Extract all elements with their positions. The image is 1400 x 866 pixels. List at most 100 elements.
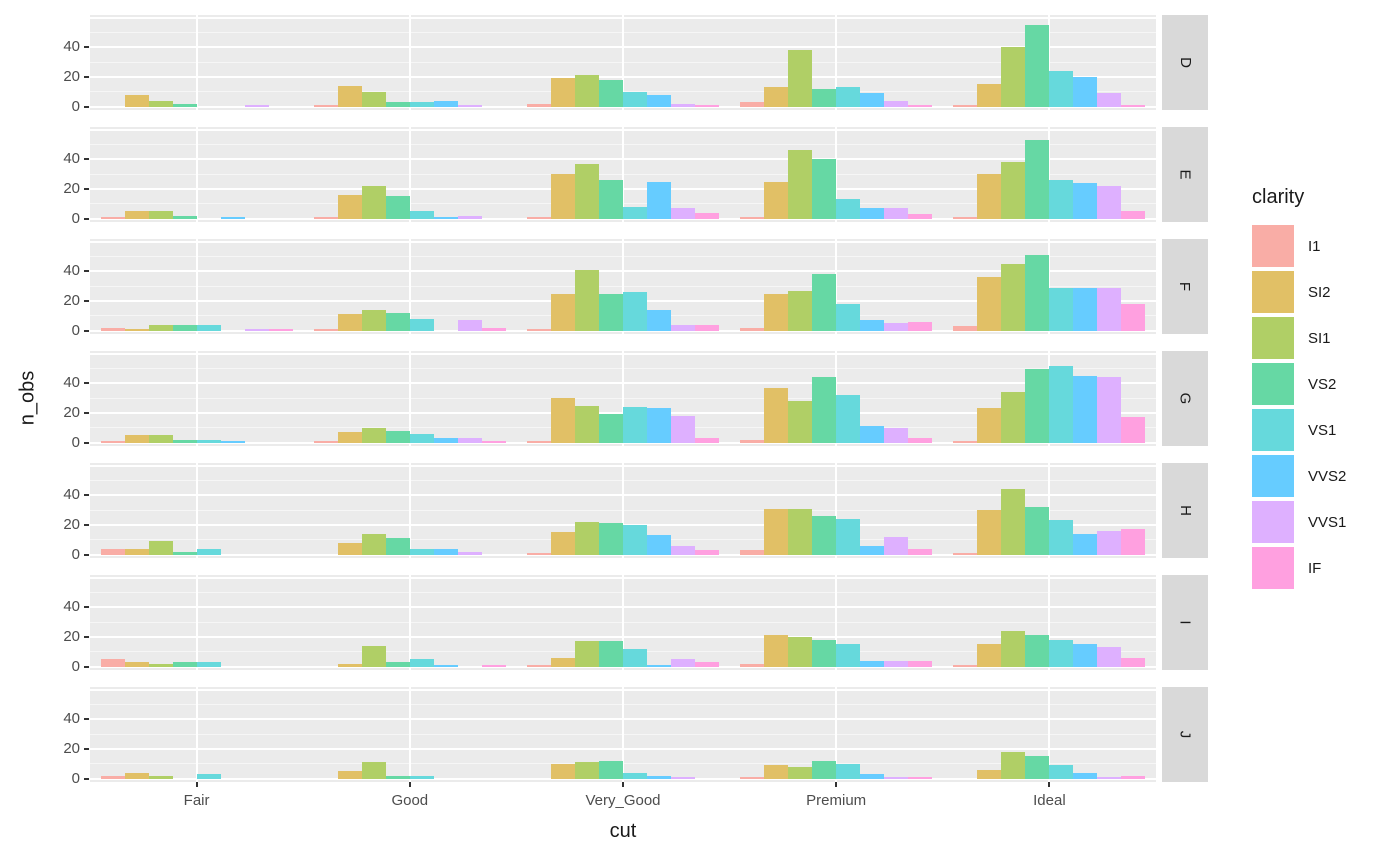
y-tick-mark bbox=[84, 411, 89, 414]
bar-Premium-VVS1 bbox=[884, 100, 909, 107]
bar-Very_Good-VVS1 bbox=[671, 208, 695, 219]
bar-Premium-VS1 bbox=[836, 395, 861, 443]
y-tick-mark bbox=[84, 747, 89, 750]
bar-Ideal-I1 bbox=[953, 326, 978, 331]
bar-Good-SI2 bbox=[337, 771, 362, 779]
y-tick-mark bbox=[84, 523, 89, 526]
bar-Ideal-IF bbox=[1121, 417, 1146, 443]
y-tick-mark bbox=[84, 217, 89, 220]
bar-Very_Good-VS1 bbox=[623, 772, 647, 779]
bar-Very_Good-SI2 bbox=[551, 78, 575, 107]
bar-Fair-SI2 bbox=[124, 662, 149, 667]
bar-Fair-VS1 bbox=[196, 662, 221, 667]
gridline-vertical bbox=[622, 239, 624, 334]
bar-Ideal-I1 bbox=[953, 665, 978, 667]
bar-Ideal-VS2 bbox=[1025, 140, 1050, 219]
legend-label: SI2 bbox=[1308, 283, 1331, 301]
legend-swatch bbox=[1252, 317, 1294, 359]
bar-Good-SI1 bbox=[361, 533, 386, 555]
bar-Ideal-VS1 bbox=[1049, 520, 1074, 555]
y-tick-label: 40 bbox=[63, 38, 80, 56]
bar-Good-SI2 bbox=[337, 663, 362, 667]
bar-Premium-VVS2 bbox=[860, 660, 885, 667]
bar-Very_Good-I1 bbox=[527, 665, 551, 667]
bar-Good-VS1 bbox=[409, 102, 434, 107]
bar-Very_Good-VVS1 bbox=[671, 324, 695, 331]
legend-item-VVS2: VVS2 bbox=[1252, 455, 1400, 497]
gridline-vertical bbox=[195, 15, 198, 110]
bar-Premium-VS2 bbox=[812, 88, 837, 107]
bar-Ideal-SI2 bbox=[977, 84, 1002, 107]
bar-Good-VS1 bbox=[409, 775, 434, 779]
y-tick-mark bbox=[84, 299, 89, 302]
bar-Very_Good-I1 bbox=[527, 441, 551, 443]
legend-item-VS1: VS1 bbox=[1252, 409, 1400, 451]
bar-Good-SI2 bbox=[337, 85, 362, 107]
bar-Premium-I1 bbox=[740, 327, 765, 331]
x-axis-title: cut bbox=[609, 820, 637, 842]
bar-Good-VVS2 bbox=[433, 548, 458, 555]
bar-Very_Good-VVS1 bbox=[671, 659, 695, 667]
bar-Very_Good-VVS2 bbox=[647, 408, 671, 443]
facet-strip-label: H bbox=[1176, 505, 1194, 516]
bar-Ideal-VS1 bbox=[1049, 365, 1074, 443]
legend-swatch bbox=[1252, 409, 1294, 451]
bar-Fair-SI1 bbox=[148, 663, 173, 667]
bar-Very_Good-IF bbox=[695, 105, 719, 107]
bar-Premium-VVS2 bbox=[860, 208, 885, 219]
bar-Ideal-SI2 bbox=[977, 174, 1002, 219]
y-tick-label: 0 bbox=[71, 545, 80, 563]
bar-Very_Good-I1 bbox=[527, 553, 551, 555]
bar-Premium-SI2 bbox=[764, 508, 789, 555]
y-tick-mark bbox=[84, 777, 89, 780]
legend-swatch bbox=[1252, 363, 1294, 405]
bar-Premium-I1 bbox=[740, 102, 765, 107]
bar-Premium-SI2 bbox=[764, 87, 789, 107]
bar-Ideal-VS2 bbox=[1025, 507, 1050, 555]
y-tick-mark bbox=[84, 75, 89, 78]
facet-strip-I: I bbox=[1162, 575, 1208, 670]
bar-Ideal-VS1 bbox=[1049, 639, 1074, 667]
bar-Good-VS2 bbox=[385, 102, 410, 107]
bar-Good-VVS1 bbox=[457, 320, 482, 331]
bar-Fair-SI1 bbox=[148, 435, 173, 443]
y-tick-mark bbox=[84, 606, 89, 609]
bar-Fair-VVS2 bbox=[220, 441, 245, 443]
bar-Very_Good-VS2 bbox=[599, 414, 623, 443]
y-tick-mark bbox=[84, 329, 89, 332]
legend-item-VVS1: VVS1 bbox=[1252, 501, 1400, 543]
bar-Very_Good-VVS2 bbox=[647, 775, 671, 779]
bar-Very_Good-SI1 bbox=[575, 762, 599, 779]
y-tick-label: 20 bbox=[63, 627, 80, 645]
bar-Very_Good-VVS2 bbox=[647, 665, 671, 667]
bar-Good-VS2 bbox=[385, 662, 410, 667]
bar-Ideal-IF bbox=[1121, 775, 1146, 779]
bar-Ideal-VS1 bbox=[1049, 180, 1074, 219]
facet-strip-label: G bbox=[1176, 392, 1194, 405]
legend-swatch bbox=[1252, 547, 1294, 589]
bar-Very_Good-VVS2 bbox=[647, 94, 671, 107]
bar-Ideal-IF bbox=[1121, 657, 1146, 667]
legend-label: VVS1 bbox=[1308, 513, 1347, 531]
y-tick-mark bbox=[84, 635, 89, 638]
bar-Premium-IF bbox=[908, 438, 933, 443]
bar-Ideal-VVS1 bbox=[1097, 777, 1122, 779]
gridline-vertical bbox=[408, 575, 411, 670]
facet-strip-H: H bbox=[1162, 463, 1208, 558]
bar-Ideal-VVS2 bbox=[1073, 76, 1098, 107]
bar-Premium-SI2 bbox=[764, 387, 789, 443]
bar-Ideal-I1 bbox=[953, 217, 978, 219]
bar-Good-VVS2 bbox=[433, 217, 458, 219]
bar-Good-VS2 bbox=[385, 538, 410, 555]
y-tick-label: 0 bbox=[71, 97, 80, 115]
bar-Fair-I1 bbox=[100, 441, 125, 443]
bar-Premium-VS1 bbox=[836, 303, 861, 331]
legend-swatch bbox=[1252, 455, 1294, 497]
gridline-vertical bbox=[408, 463, 411, 558]
y-tick-mark bbox=[84, 46, 89, 49]
legend-item-SI2: SI2 bbox=[1252, 271, 1400, 313]
bar-Premium-SI1 bbox=[788, 636, 813, 667]
x-tick-mark bbox=[195, 782, 198, 787]
bar-Premium-VVS1 bbox=[884, 427, 909, 443]
